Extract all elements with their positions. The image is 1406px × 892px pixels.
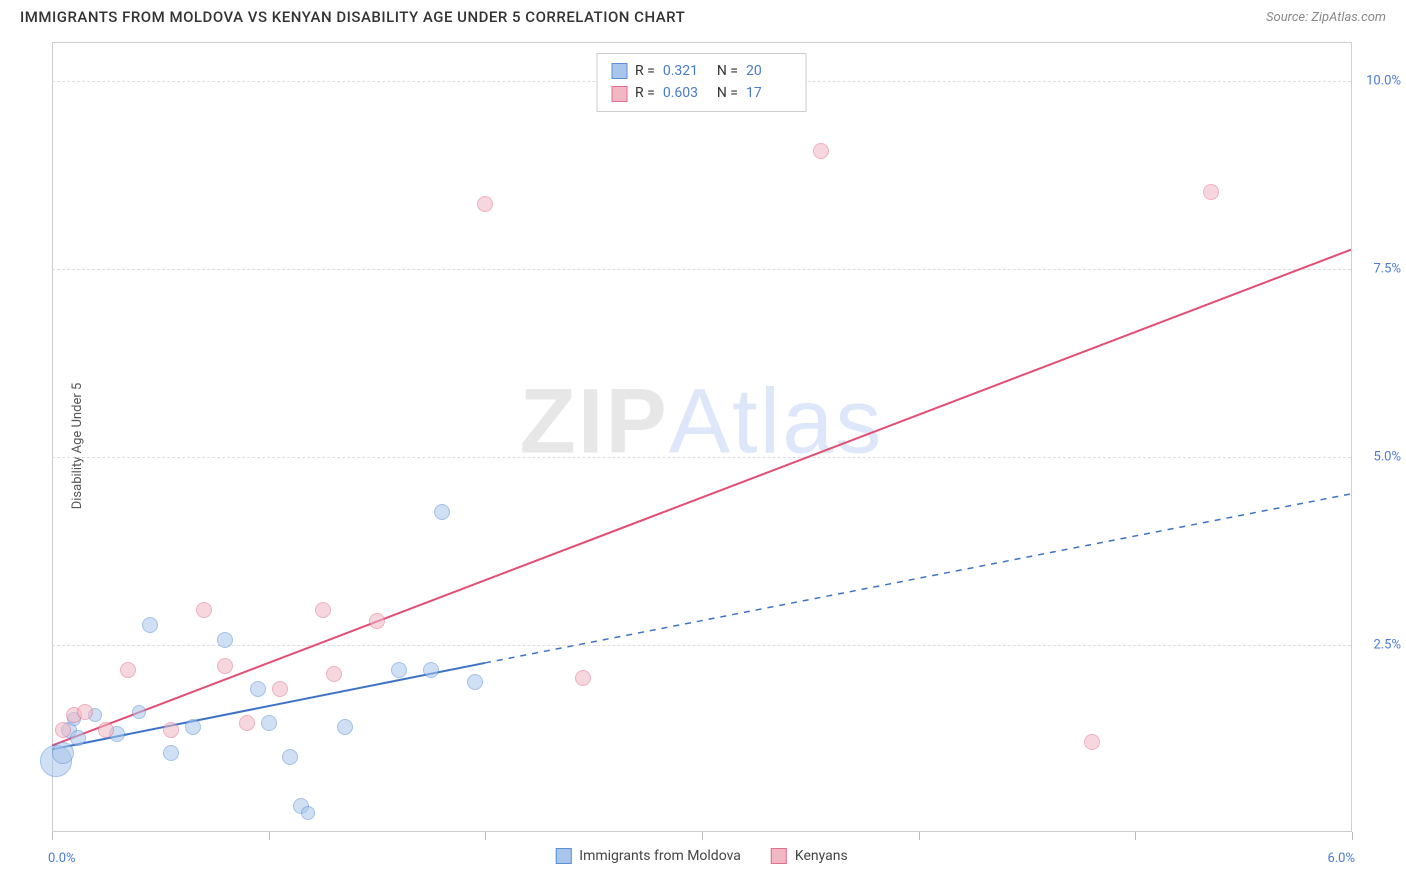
scatter-point-kenyans bbox=[369, 613, 385, 629]
y-axis-line bbox=[52, 43, 53, 832]
scatter-point-moldova bbox=[261, 715, 277, 731]
scatter-point-kenyans bbox=[217, 658, 233, 674]
x-tick bbox=[1352, 832, 1353, 840]
scatter-point-kenyans bbox=[120, 662, 136, 678]
x-tick bbox=[702, 832, 703, 840]
scatter-point-kenyans bbox=[315, 602, 331, 618]
y-tick-label: 10.0% bbox=[1356, 73, 1401, 88]
scatter-point-kenyans bbox=[239, 715, 255, 731]
scatter-point-moldova bbox=[185, 719, 201, 735]
scatter-point-kenyans bbox=[575, 670, 591, 686]
x-tick bbox=[52, 832, 53, 840]
scatter-point-kenyans bbox=[272, 681, 288, 697]
scatter-point-moldova bbox=[282, 749, 298, 765]
legend-item-moldova: Immigrants from Moldova bbox=[555, 848, 741, 864]
scatter-point-kenyans bbox=[163, 722, 179, 738]
scatter-point-kenyans bbox=[98, 722, 114, 738]
n-value: 20 bbox=[746, 60, 792, 82]
scatter-point-kenyans bbox=[1203, 184, 1219, 200]
x-tick bbox=[269, 832, 270, 840]
legend-item-kenyans: Kenyans bbox=[771, 848, 848, 864]
chart-source: Source: ZipAtlas.com bbox=[1266, 10, 1386, 25]
scatter-point-moldova bbox=[70, 730, 86, 746]
scatter-point-kenyans bbox=[77, 704, 93, 720]
y-tick-label: 2.5% bbox=[1356, 637, 1401, 652]
scatter-point-moldova bbox=[163, 745, 179, 761]
y-tick-label: 5.0% bbox=[1356, 449, 1401, 464]
scatter-point-kenyans bbox=[1084, 734, 1100, 750]
scatter-point-kenyans bbox=[196, 602, 212, 618]
trend-lines bbox=[52, 43, 1351, 832]
r-value: 0.321 bbox=[663, 60, 709, 82]
y-tick-label: 7.5% bbox=[1356, 261, 1401, 276]
gridline bbox=[52, 645, 1351, 646]
chart-title: IMMIGRANTS FROM MOLDOVA VS KENYAN DISABI… bbox=[20, 8, 685, 26]
scatter-point-moldova bbox=[434, 504, 450, 520]
legend-swatch-kenyans bbox=[771, 848, 787, 864]
scatter-point-moldova bbox=[217, 632, 233, 648]
scatter-point-kenyans bbox=[477, 196, 493, 212]
x-tick bbox=[919, 832, 920, 840]
n-label: N = bbox=[717, 60, 738, 82]
chart-header: IMMIGRANTS FROM MOLDOVA VS KENYAN DISABI… bbox=[0, 0, 1406, 30]
watermark: ZIPAtlas bbox=[520, 369, 884, 474]
swatch-kenyans bbox=[611, 86, 627, 102]
x-tick-max: 6.0% bbox=[1327, 851, 1355, 866]
legend-label: Immigrants from Moldova bbox=[579, 848, 741, 864]
chart-plot-area: ZIPAtlas 2.5%5.0%7.5%10.0% R = 0.321 N =… bbox=[52, 42, 1352, 832]
bottom-legend: Immigrants from Moldova Kenyans bbox=[555, 848, 847, 864]
stats-row-moldova: R = 0.321 N = 20 bbox=[611, 60, 792, 82]
trendline-kenyans bbox=[52, 250, 1351, 746]
scatter-point-kenyans bbox=[326, 666, 342, 682]
scatter-point-kenyans bbox=[55, 722, 71, 738]
gridline bbox=[52, 457, 1351, 458]
gridline bbox=[52, 269, 1351, 270]
swatch-moldova bbox=[611, 63, 627, 79]
legend-label: Kenyans bbox=[795, 848, 848, 864]
scatter-point-moldova bbox=[250, 681, 266, 697]
n-value: 17 bbox=[746, 82, 792, 104]
x-tick bbox=[485, 832, 486, 840]
stats-legend: R = 0.321 N = 20 R = 0.603 N = 17 bbox=[596, 53, 807, 112]
x-tick-min: 0.0% bbox=[48, 851, 76, 866]
scatter-point-moldova bbox=[142, 617, 158, 633]
stats-row-kenyans: R = 0.603 N = 17 bbox=[611, 82, 792, 104]
scatter-point-moldova bbox=[391, 662, 407, 678]
r-label: R = bbox=[635, 82, 655, 104]
scatter-point-moldova bbox=[467, 674, 483, 690]
r-label: R = bbox=[635, 60, 655, 82]
scatter-point-moldova bbox=[423, 662, 439, 678]
trendline-dash-moldova bbox=[485, 494, 1351, 663]
scatter-point-moldova bbox=[337, 719, 353, 735]
scatter-point-kenyans bbox=[813, 143, 829, 159]
n-label: N = bbox=[717, 82, 738, 104]
scatter-point-moldova bbox=[52, 742, 74, 764]
scatter-point-moldova bbox=[132, 705, 146, 719]
r-value: 0.603 bbox=[663, 82, 709, 104]
x-tick bbox=[1135, 832, 1136, 840]
scatter-point-moldova bbox=[301, 806, 315, 820]
legend-swatch-moldova bbox=[555, 848, 571, 864]
